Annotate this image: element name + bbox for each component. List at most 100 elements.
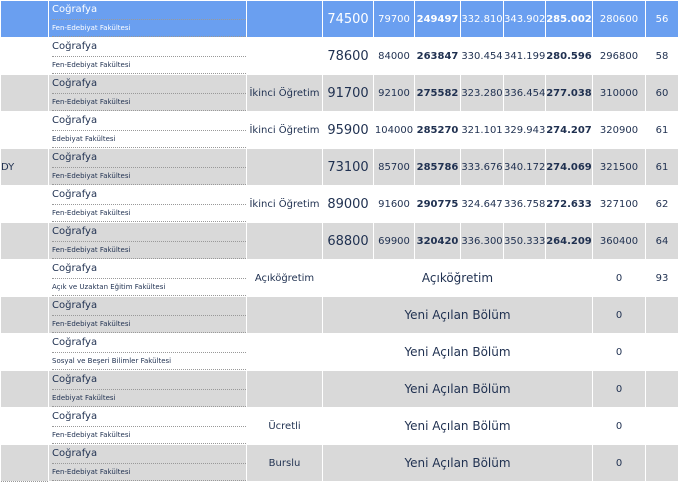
cut-cell xyxy=(0,444,49,482)
value-cell xyxy=(645,333,678,371)
value-cell xyxy=(645,407,678,445)
type-cell: Burslu xyxy=(246,444,323,482)
value-cell: 280.596 xyxy=(545,37,593,75)
value-cell: 95900 xyxy=(322,111,374,149)
cut-cell xyxy=(0,74,49,112)
value-cell: 332.810 xyxy=(460,0,504,38)
value-cell: 91600 xyxy=(373,185,415,223)
table-row: Coğrafya Fen-Edebiyat Fakültesi 78600 84000… xyxy=(0,37,678,75)
span-cell: Yeni Açılan Bölüm xyxy=(322,333,593,371)
program-cell: Coğrafya Fen-Edebiyat Fakültesi xyxy=(48,444,247,482)
cut-cell xyxy=(0,259,49,297)
program-name: Coğrafya xyxy=(52,409,246,427)
faculty-name: Fen-Edebiyat Fakültesi xyxy=(52,20,246,37)
type-cell: İkinci Öğretim xyxy=(246,185,323,223)
value-cell: 285.002 xyxy=(545,0,593,38)
type-cell: İkinci Öğretim xyxy=(246,74,323,112)
span-cell: Yeni Açılan Bölüm xyxy=(322,296,593,334)
value-cell: 350.333 xyxy=(503,222,546,260)
program-cell: Coğrafya Fen-Edebiyat Fakültesi xyxy=(48,148,247,186)
program-name: Coğrafya xyxy=(52,150,246,168)
program-cell: Coğrafya Fen-Edebiyat Fakültesi xyxy=(48,37,247,75)
program-cell: Coğrafya Edebiyat Fakültesi xyxy=(48,111,247,149)
quota-cell: 0 xyxy=(592,333,646,371)
cut-cell xyxy=(0,0,49,38)
value-cell: 290775 xyxy=(414,185,461,223)
value-cell: 61 xyxy=(645,148,678,186)
value-cell: 89000 xyxy=(322,185,374,223)
value-cell: 74500 xyxy=(322,0,374,38)
value-cell: 79700 xyxy=(373,0,415,38)
value-cell: 93 xyxy=(645,259,678,297)
cut-cell xyxy=(0,111,49,149)
faculty-name: Edebiyat Fakültesi xyxy=(52,131,246,148)
type-cell xyxy=(246,222,323,260)
type-cell xyxy=(246,333,323,371)
program-name: Coğrafya xyxy=(52,261,246,279)
program-name: Coğrafya xyxy=(52,2,246,20)
value-cell: 64 xyxy=(645,222,678,260)
value-cell: 341.199 xyxy=(503,37,546,75)
program-name: Coğrafya xyxy=(52,187,246,205)
value-cell: 296800 xyxy=(592,37,646,75)
value-cell: 58 xyxy=(645,37,678,75)
cut-cell xyxy=(0,370,49,408)
value-cell: 329.943 xyxy=(503,111,546,149)
program-cell: Coğrafya Fen-Edebiyat Fakültesi xyxy=(48,407,247,445)
value-cell: 264.209 xyxy=(545,222,593,260)
quota-cell: 0 xyxy=(592,444,646,482)
value-cell: 68800 xyxy=(322,222,374,260)
faculty-name: Edebiyat Fakültesi xyxy=(52,390,246,407)
value-cell: 277.038 xyxy=(545,74,593,112)
program-cell: Coğrafya Edebiyat Fakültesi xyxy=(48,370,247,408)
type-cell: Açıköğretim xyxy=(246,259,323,297)
faculty-name: Fen-Edebiyat Fakültesi xyxy=(52,464,246,481)
value-cell: 104000 xyxy=(373,111,415,149)
type-cell xyxy=(246,296,323,334)
table-row: Coğrafya Fen-Edebiyat Fakültesi 68800 69900… xyxy=(0,222,678,260)
value-cell: 249497 xyxy=(414,0,461,38)
value-cell xyxy=(645,296,678,334)
faculty-name: Fen-Edebiyat Fakültesi xyxy=(52,168,246,185)
faculty-name: Sosyal ve Beşeri Bilimler Fakültesi xyxy=(52,353,246,370)
value-cell: 343.902 xyxy=(503,0,546,38)
value-cell: 61 xyxy=(645,111,678,149)
value-cell: 56 xyxy=(645,0,678,38)
value-cell: 91700 xyxy=(322,74,374,112)
cut-cell xyxy=(0,222,49,260)
type-cell xyxy=(246,148,323,186)
value-cell: 320420 xyxy=(414,222,461,260)
table-row: Coğrafya Sosyal ve Beşeri Bilimler Fakült… xyxy=(0,333,678,371)
faculty-name: Fen-Edebiyat Fakültesi xyxy=(52,205,246,222)
value-cell: 321500 xyxy=(592,148,646,186)
cut-cell xyxy=(0,185,49,223)
quota-cell: 0 xyxy=(592,259,646,297)
program-cell: Coğrafya Açık ve Uzaktan Eğitim Fakültesi xyxy=(48,259,247,297)
value-cell: 324.647 xyxy=(460,185,504,223)
type-cell: Ücretli xyxy=(246,407,323,445)
type-cell xyxy=(246,370,323,408)
table-row: Coğrafya Fen-Edebiyat Fakültesi Burslu Yeni… xyxy=(0,444,678,482)
value-cell: 323.280 xyxy=(460,74,504,112)
value-cell: 73100 xyxy=(322,148,374,186)
program-name: Coğrafya xyxy=(52,335,246,353)
program-name: Coğrafya xyxy=(52,76,246,94)
quota-cell: 0 xyxy=(592,296,646,334)
faculty-name: Fen-Edebiyat Fakültesi xyxy=(52,94,246,111)
table-row: Coğrafya Fen-Edebiyat Fakültesi İkinci Öğr… xyxy=(0,74,678,112)
cut-cell xyxy=(0,37,49,75)
program-cell: Coğrafya Fen-Edebiyat Fakültesi xyxy=(48,222,247,260)
value-cell: 69900 xyxy=(373,222,415,260)
cut-cell xyxy=(0,407,49,445)
value-cell: 327100 xyxy=(592,185,646,223)
type-cell xyxy=(246,0,323,38)
table-row: Coğrafya Fen-Edebiyat Fakültesi 74500 79700… xyxy=(0,0,678,38)
program-cell: Coğrafya Sosyal ve Beşeri Bilimler Fakült… xyxy=(48,333,247,371)
value-cell: 92100 xyxy=(373,74,415,112)
value-cell: 336.758 xyxy=(503,185,546,223)
value-cell: 280600 xyxy=(592,0,646,38)
value-cell: 285270 xyxy=(414,111,461,149)
span-cell: Yeni Açılan Bölüm xyxy=(322,407,593,445)
